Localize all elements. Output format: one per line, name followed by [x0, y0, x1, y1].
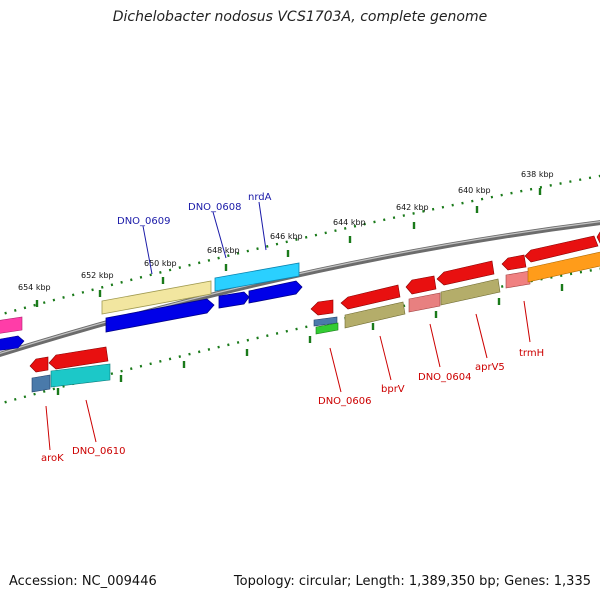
- gene-feature: [436, 260, 495, 286]
- gene-feature: [248, 280, 303, 304]
- accession-text: Accession: NC_009446: [9, 574, 157, 589]
- tick-label: 638 kbp: [521, 170, 554, 179]
- gene-label: DNO_0606: [318, 396, 372, 407]
- gene-feature: [501, 254, 527, 271]
- genome-backbone-highlight: [0, 221, 600, 355]
- gene-feature: [0, 316, 23, 334]
- lower-features: [29, 231, 600, 393]
- gene-feature: [48, 346, 109, 370]
- gene-feature: [596, 231, 600, 244]
- gene-feature: [105, 298, 215, 333]
- gene-feature: [440, 278, 501, 306]
- upper-scale-line: [0, 174, 600, 316]
- tick-label: 648 kbp: [207, 246, 240, 255]
- gene-feature: [408, 292, 441, 313]
- tick-label: 654 kbp: [18, 283, 51, 292]
- gene-feature: [405, 275, 437, 295]
- lower-major-ticks: [56, 284, 564, 395]
- tick-label: 650 kbp: [144, 259, 177, 268]
- gene-label: DNO_0609: [117, 216, 171, 227]
- label-leaders: [45, 201, 531, 451]
- gene-feature: [315, 322, 339, 335]
- tick-label: 646 kbp: [270, 232, 303, 241]
- upper-major-ticks: [35, 188, 542, 307]
- genome-backbone: [0, 220, 600, 358]
- gene-label: DNO_0610: [72, 446, 126, 457]
- gene-label: nrdA: [248, 192, 272, 203]
- tick-label: 644 kbp: [333, 218, 366, 227]
- tick-label: 640 kbp: [458, 186, 491, 195]
- upper-features: [0, 262, 303, 351]
- gene-feature: [344, 301, 406, 329]
- gene-label: aroK: [41, 453, 64, 464]
- map-title: Dichelobacter nodosus VCS1703A, complete…: [112, 9, 488, 25]
- gene-label: DNO_0604: [418, 372, 472, 383]
- gene-feature: [31, 374, 51, 393]
- gene-feature: [0, 335, 25, 351]
- gene-feature: [29, 356, 49, 373]
- gene-label: trmH: [519, 348, 544, 359]
- gene-feature: [101, 280, 212, 315]
- tick-label: 642 kbp: [396, 203, 429, 212]
- gene-feature: [527, 251, 600, 283]
- gene-feature: [50, 363, 111, 388]
- gene-label: DNO_0608: [188, 202, 242, 213]
- tick-label: 652 kbp: [81, 271, 114, 280]
- gene-feature: [524, 235, 599, 263]
- gene-label: aprV5: [475, 362, 505, 373]
- gene-feature: [214, 262, 300, 292]
- gene-feature: [310, 299, 334, 316]
- gene-feature: [505, 270, 531, 289]
- gene-feature: [340, 284, 401, 310]
- gene-label: bprV: [381, 384, 405, 395]
- gene-feature: [218, 291, 250, 309]
- genome-summary-text: Topology: circular; Length: 1,389,350 bp…: [233, 574, 591, 589]
